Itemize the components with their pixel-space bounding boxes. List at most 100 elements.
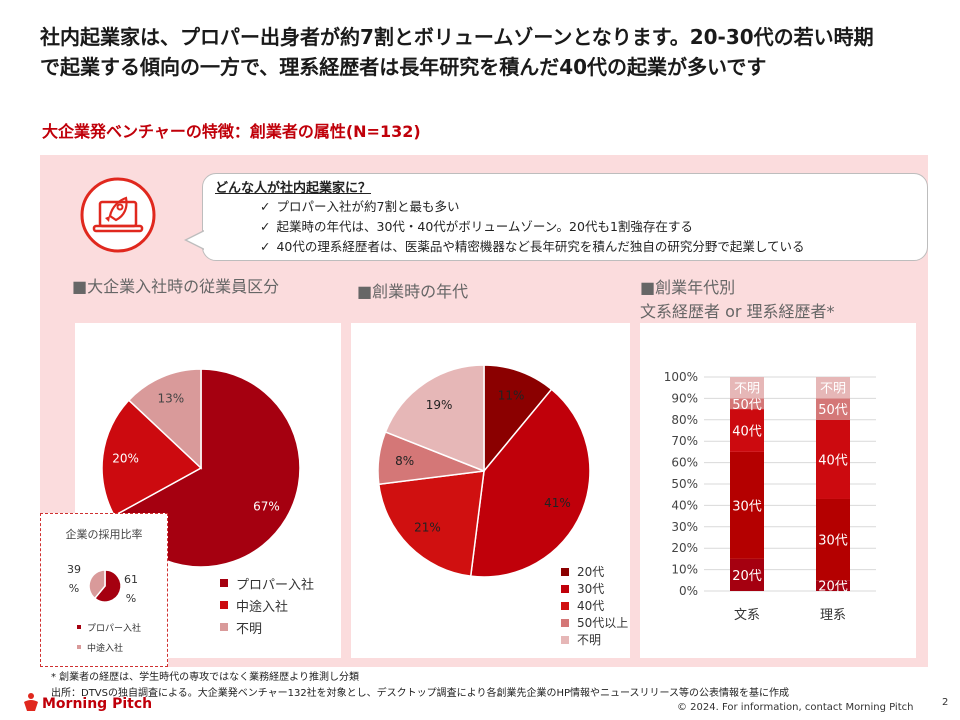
legend-swatch bbox=[561, 635, 569, 644]
section-title-age: ■創業時の年代 bbox=[357, 282, 469, 301]
bar-segment-label: 40代 bbox=[732, 425, 762, 440]
bar-segment bbox=[730, 409, 764, 452]
section-title-background-line1: ■創業年代別 bbox=[640, 278, 736, 297]
y-tick-label: 70% bbox=[671, 434, 698, 448]
pie-slice bbox=[377, 470, 485, 578]
pie-data-label: 8% bbox=[395, 454, 414, 468]
pie-slice bbox=[101, 399, 203, 517]
footnote-source: 出所：DTVSの独自調査による。大企業発ベンチャー132社を対象とし、デスクトッ… bbox=[51, 688, 790, 699]
rocket-laptop-icon bbox=[80, 177, 156, 253]
y-tick-label: 90% bbox=[671, 391, 698, 405]
pie-slice bbox=[384, 364, 485, 473]
page-headline: 社内起業家は、プロパー出身者が約7割とボリュームゾーンとなります。20-30代の… bbox=[40, 22, 930, 82]
legend-swatch bbox=[220, 623, 228, 631]
legend-swatch bbox=[561, 567, 569, 576]
morning-pitch-logo-icon bbox=[24, 693, 38, 711]
legend-swatch bbox=[561, 601, 569, 610]
y-tick-label: 20% bbox=[671, 541, 698, 555]
bar-segment-label: 40代 bbox=[818, 453, 848, 468]
pie-slice bbox=[483, 364, 553, 474]
bar-segment bbox=[730, 451, 764, 559]
headline-line-1: 社内起業家は、プロパー出身者が約7割とボリュームゾーンとなります。20-30代の… bbox=[40, 25, 874, 49]
morning-pitch-logo: Morning Pitch bbox=[42, 696, 153, 712]
callout-item: ✓ プロパー入社が約7割と最も多い bbox=[260, 199, 460, 214]
bar-segment bbox=[730, 398, 764, 410]
pie-slice bbox=[93, 569, 122, 603]
bar-segment bbox=[816, 580, 850, 591]
y-tick-label: 100% bbox=[664, 370, 698, 384]
pie-data-label: 41% bbox=[544, 496, 571, 510]
bar-segment bbox=[816, 398, 850, 420]
bar-segment-label: 50代 bbox=[732, 398, 762, 413]
bar-segment-label: 20代 bbox=[732, 569, 762, 584]
pie-data-label: 11% bbox=[498, 389, 525, 403]
bar-segment bbox=[730, 558, 764, 591]
bar-segment-label: 不明 bbox=[734, 382, 760, 397]
age-legend: 20代 30代 40代 50代以上 不明 bbox=[561, 563, 628, 648]
pie-slice bbox=[88, 569, 106, 600]
legend-item: 30代 bbox=[561, 580, 628, 597]
check-icon: ✓ bbox=[260, 219, 271, 234]
y-tick-label: 80% bbox=[671, 413, 698, 427]
legend-item: 不明 bbox=[220, 616, 314, 638]
copyright: © 2024. For information, contact Morning… bbox=[677, 702, 914, 713]
section-title-employee: ■大企業入社時の従業員区分 bbox=[72, 277, 280, 296]
bar-segment bbox=[816, 419, 850, 499]
bar-segment bbox=[816, 498, 850, 581]
legend-item: 中途入社 bbox=[220, 594, 314, 616]
insight-callout bbox=[202, 173, 928, 261]
section-subtitle: 大企業発ベンチャーの特徴：創業者の属性(N=132) bbox=[42, 122, 421, 141]
check-icon: ✓ bbox=[260, 199, 271, 214]
bar-segment-label: 30代 bbox=[732, 499, 762, 514]
y-tick-label: 50% bbox=[671, 477, 698, 491]
inset-title: 企業の採用比率 bbox=[65, 528, 143, 541]
bar-segment bbox=[730, 377, 764, 399]
legend-item: 20代 bbox=[561, 563, 628, 580]
background-stacked-bar-chart: 0% 10% 20% 30% 40% 50% 60% 70% 80% 90% 100% 20代 30代 4… bbox=[664, 370, 876, 623]
legend-item: プロパー入社 bbox=[220, 572, 314, 594]
pie-data-label: 19% bbox=[426, 398, 453, 412]
y-tick-label: 60% bbox=[671, 456, 698, 470]
footnote-classification: * 創業者の経歴は、学生時代の専攻ではなく業務経歴より推測し分類 bbox=[51, 672, 359, 683]
bar-segment bbox=[816, 377, 850, 399]
inset-label-proper: 61 % bbox=[124, 573, 138, 605]
legend-swatch bbox=[220, 579, 228, 587]
background-chart-card bbox=[640, 323, 916, 658]
hiring-ratio-pie bbox=[88, 569, 122, 603]
age-pie-chart: 11% 41% 21% 8% 19% bbox=[377, 364, 591, 578]
legend-item: 50代以上 bbox=[561, 614, 628, 631]
headline-line-2: で起業する傾向の一方で、理系経歴者は長年研究を積んだ40代の起業が多いです bbox=[40, 55, 767, 79]
y-tick-label: 30% bbox=[671, 520, 698, 534]
callout-title: どんな人が社内起業家に？ bbox=[215, 181, 372, 196]
section-title-background: ■創業年代別 文系経歴者 or 理系経歴者* bbox=[640, 276, 835, 324]
legend-swatch bbox=[220, 601, 228, 609]
pie-data-label: 21% bbox=[414, 521, 441, 535]
x-category-label: 理系 bbox=[820, 608, 846, 623]
bar-segment-label: 50代 bbox=[818, 403, 848, 418]
legend-item: 中途入社 bbox=[77, 640, 141, 654]
section-title-background-line2: 文系経歴者 or 理系経歴者* bbox=[640, 302, 835, 321]
y-tick-label: 10% bbox=[671, 563, 698, 577]
pie-data-label: 67% bbox=[253, 500, 280, 514]
legend-swatch bbox=[77, 645, 81, 649]
pie-slice bbox=[127, 368, 202, 470]
legend-item: 40代 bbox=[561, 597, 628, 614]
callout-tail-inner bbox=[187, 231, 205, 249]
employee-legend: プロパー入社 中途入社 不明 bbox=[220, 572, 314, 638]
bar-segment-label: 不明 bbox=[820, 382, 846, 397]
x-category-label: 文系 bbox=[734, 608, 760, 623]
pie-slice bbox=[469, 388, 591, 578]
page-number: 2 bbox=[942, 697, 949, 708]
callout-item: ✓ 40代の理系経歴者は、医薬品や精密機器など長年研究を積んだ独自の研究分野で起業… bbox=[260, 239, 805, 254]
bar-segment-label: 20代 bbox=[818, 580, 848, 595]
inset-legend: プロパー入社 中途入社 bbox=[77, 620, 141, 654]
legend-swatch bbox=[77, 625, 81, 629]
callout-item: ✓ 起業時の年代は、30代・40代がボリュームゾーン。20代も1割強存在する bbox=[260, 219, 693, 234]
legend-item: 不明 bbox=[561, 631, 628, 648]
legend-swatch bbox=[561, 584, 569, 593]
legend-item: プロパー入社 bbox=[77, 620, 141, 634]
inset-label-mid-career: 39 % bbox=[67, 563, 81, 595]
pie-data-label: 20% bbox=[112, 451, 139, 465]
y-tick-label: 0% bbox=[679, 584, 698, 598]
legend-swatch bbox=[561, 618, 569, 627]
